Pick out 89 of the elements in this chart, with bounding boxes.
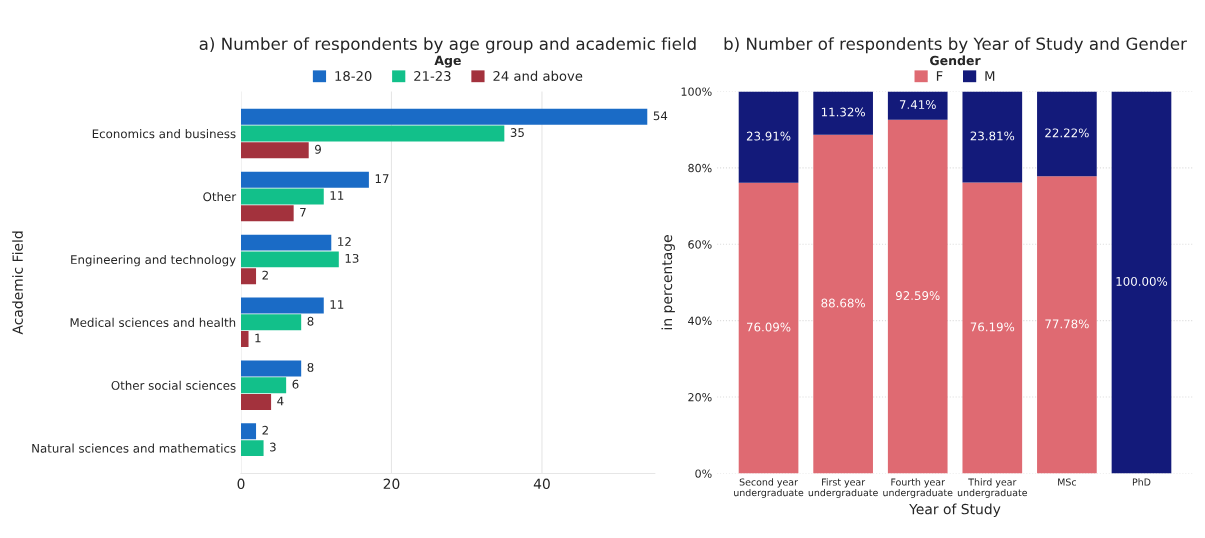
x-tick-label: Second year undergraduate (734, 478, 804, 499)
legend-title: Gender (930, 55, 981, 66)
data-label: 6 (292, 379, 299, 389)
x-axis-title: Year of Study (909, 503, 1001, 518)
chart-title: b) Number of respondents by Year of Study and Gender (724, 37, 1187, 54)
data-label: 11 (330, 191, 344, 200)
bar (241, 188, 324, 205)
data-label: 77.78% (1045, 319, 1089, 329)
data-label: 12 (338, 237, 351, 246)
y-tick-label: 60% (688, 240, 712, 249)
data-label: 88.68% (821, 298, 865, 308)
data-label: 92.59% (895, 291, 940, 301)
y-tick-label: 100% (681, 87, 712, 96)
bar (241, 394, 272, 410)
data-label: 1 (255, 333, 261, 343)
y-tick-label: 40% (688, 316, 712, 326)
data-label: 22.22% (1045, 128, 1089, 138)
data-label: 4 (277, 396, 284, 406)
bar (241, 205, 294, 222)
x-tick-label: Third year undergraduate (957, 478, 1028, 499)
x-tick-label: MSc (1058, 478, 1076, 486)
data-label: 8 (307, 362, 314, 372)
bar (1037, 91, 1097, 177)
y-tick-label: Medical sciences and health (70, 317, 236, 327)
bar (241, 268, 257, 285)
data-label: 11.32% (821, 107, 865, 117)
legend-label: 24 and above (493, 70, 583, 81)
legend-label: 18-20 (335, 71, 372, 81)
bar (887, 119, 948, 474)
bar (241, 108, 648, 125)
bar (241, 360, 302, 377)
data-label: 23.81% (970, 131, 1015, 141)
bar (813, 91, 873, 135)
legend-label: 21-23 (414, 71, 451, 81)
data-label: 23.91% (746, 131, 791, 141)
data-label: 7.41% (899, 100, 936, 110)
data-label: 2 (262, 425, 268, 435)
legend-label: M (985, 71, 995, 81)
bar (241, 171, 369, 188)
bar (1111, 91, 1172, 474)
data-label: 7 (300, 207, 306, 217)
data-label: 35 (510, 128, 524, 137)
data-label: 3 (270, 442, 276, 452)
y-tick-label: Other (203, 191, 237, 202)
data-label: 76.19% (970, 322, 1015, 332)
bar (241, 297, 324, 314)
y-tick-label: 80% (688, 163, 712, 173)
bar (241, 331, 249, 348)
bar (738, 91, 799, 183)
bar (813, 134, 873, 474)
bar (962, 91, 1023, 183)
legend-title: Age (434, 55, 461, 68)
data-label: 2 (262, 270, 268, 280)
data-label: 8 (307, 316, 314, 326)
data-label: 100.00% (1116, 276, 1168, 286)
x-tick-label: 40 (533, 478, 550, 490)
x-tick-label: 0 (237, 478, 245, 490)
y-tick-label: Engineering and technology (71, 254, 236, 267)
x-tick-label: Fourth year undergraduate (883, 478, 953, 499)
y-tick-label: Economics and business (92, 129, 236, 139)
data-label: 9 (315, 144, 321, 154)
bar (241, 440, 264, 457)
data-label: 17 (375, 174, 389, 183)
legend-label: F (936, 71, 943, 81)
y-axis-title: in percentage (661, 235, 675, 330)
bar (241, 377, 287, 394)
bar (1037, 176, 1097, 474)
data-label: 13 (345, 253, 359, 263)
data-label: 54 (653, 111, 668, 121)
bar (241, 142, 309, 159)
bar (887, 91, 948, 120)
x-tick-label: 20 (383, 478, 400, 490)
bar (241, 423, 257, 440)
bar (241, 125, 505, 142)
bar (241, 314, 302, 331)
data-label: 11 (330, 300, 344, 309)
bar (241, 251, 339, 268)
y-axis-title: Academic Field (12, 231, 23, 335)
y-tick-label: Natural sciences and mathematics (32, 443, 236, 453)
chart-title: a) Number of respondents by age group and academic field (199, 37, 696, 54)
x-tick-label: PhD (1132, 478, 1151, 486)
y-tick-label: 0% (695, 469, 712, 478)
bar (241, 234, 332, 251)
bar (962, 182, 1023, 474)
y-tick-label: 20% (688, 393, 712, 402)
x-tick-label: First year undergraduate (808, 478, 878, 499)
data-label: 76.09% (747, 322, 791, 332)
y-tick-label: Other social sciences (111, 380, 236, 390)
bar (738, 182, 799, 474)
